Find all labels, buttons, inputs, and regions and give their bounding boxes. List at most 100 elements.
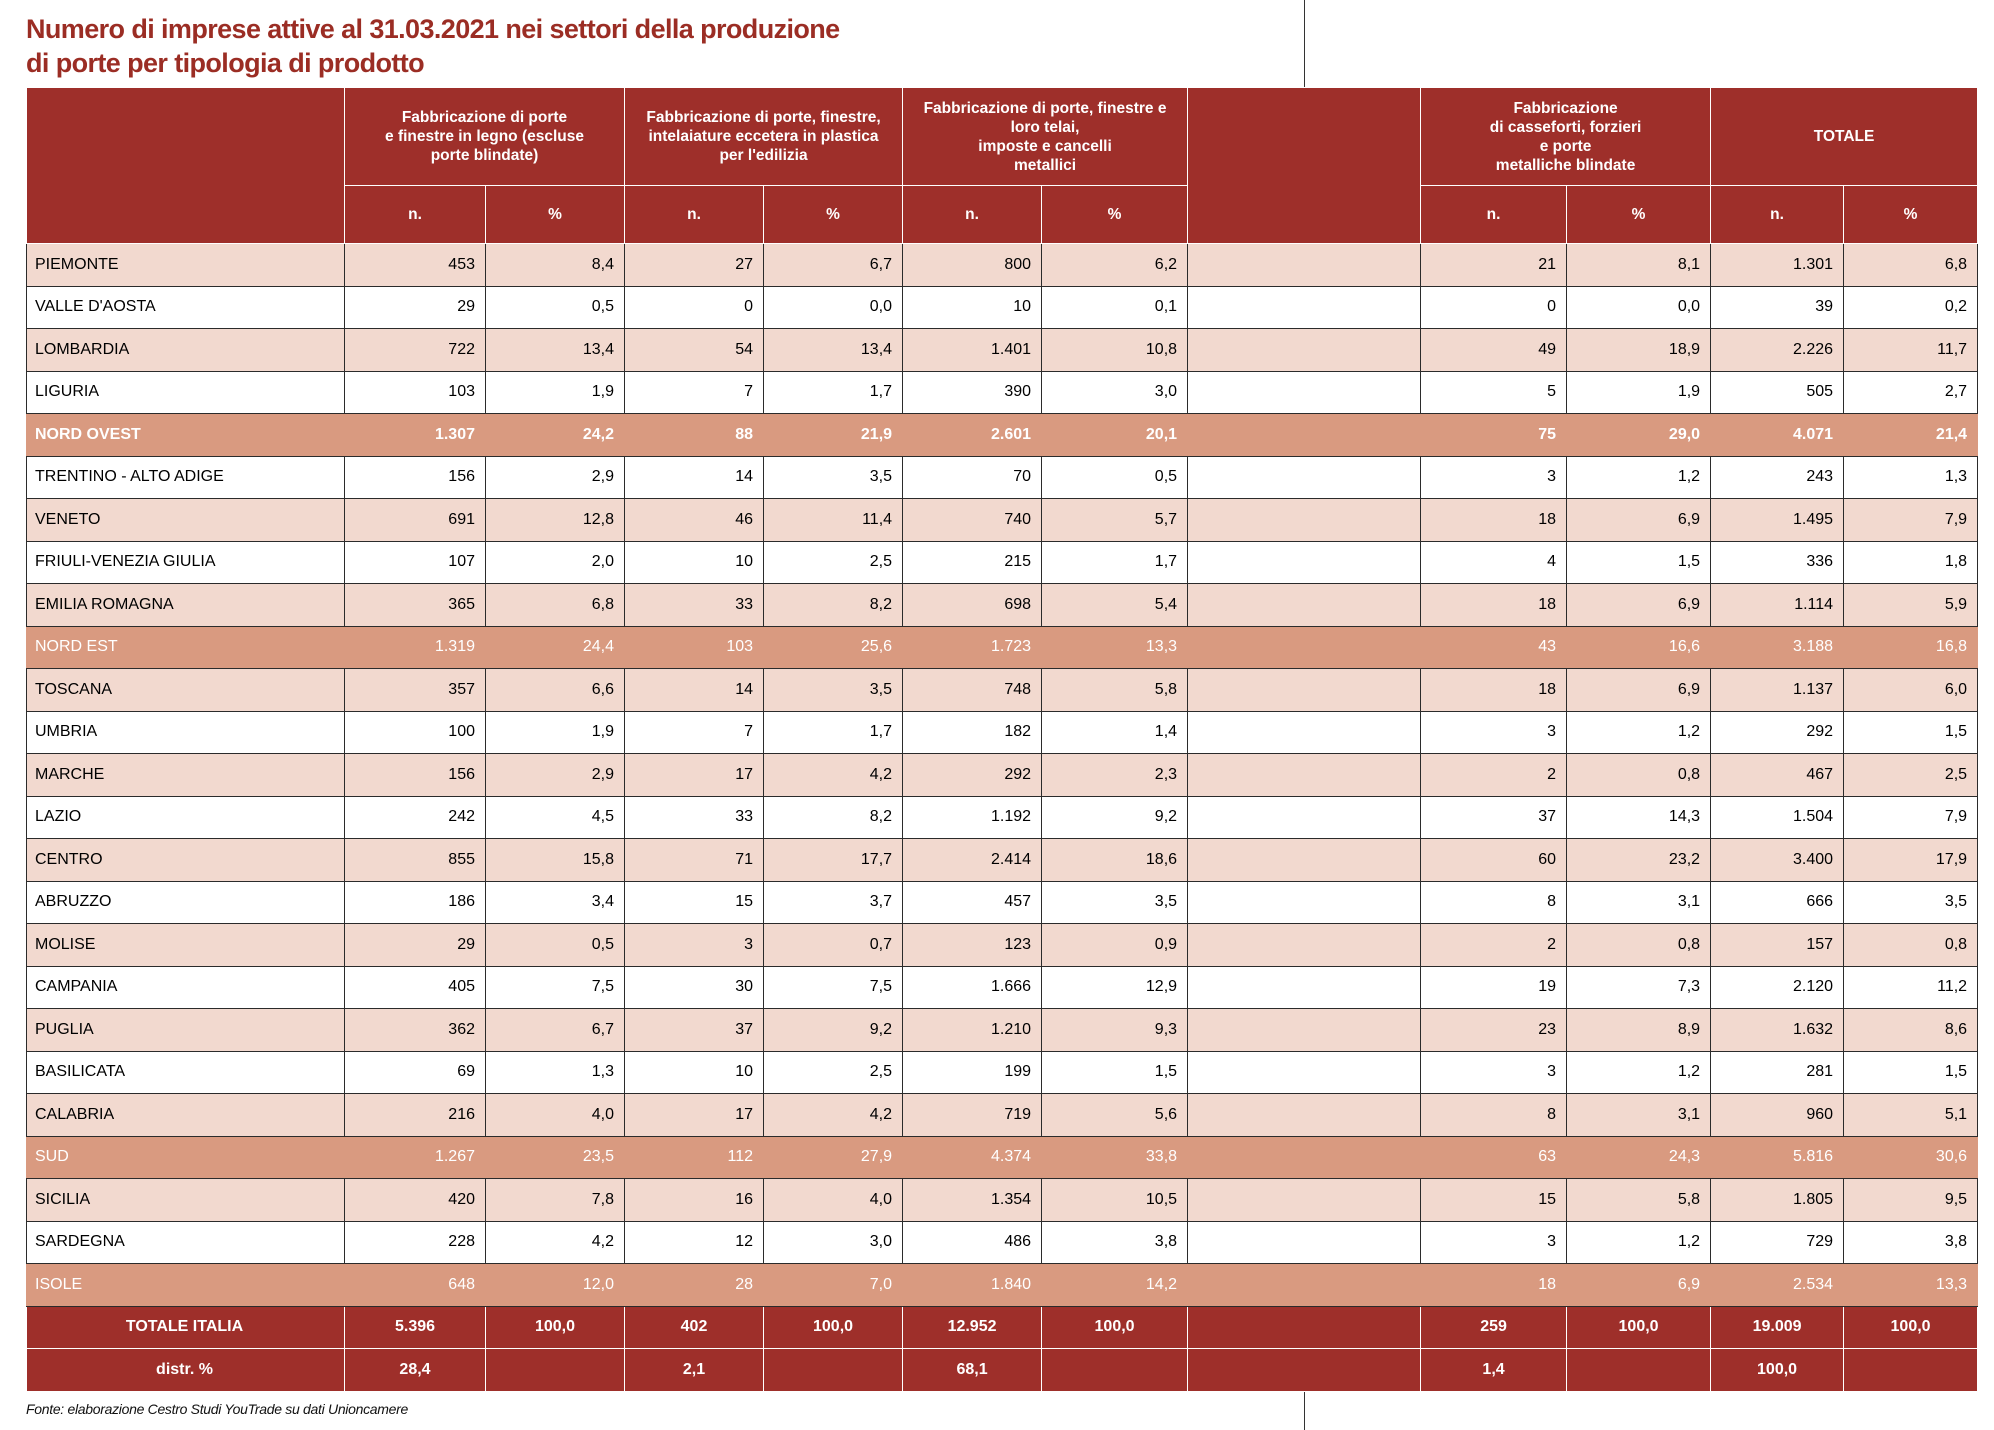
group-header: Fabbricazione di porte, finestre, intela… — [624, 87, 904, 186]
row-label: NORD OVEST — [26, 413, 345, 457]
table-cell: 1,4 — [1420, 1348, 1568, 1392]
table-cell: 13,4 — [484, 328, 626, 372]
table-cell: 3,8 — [1843, 1220, 1979, 1264]
table-cell: 336 — [1710, 540, 1845, 584]
empty-cell — [1187, 583, 1422, 627]
group-header: Fabbricazione di porte e finestre in leg… — [343, 87, 626, 186]
table-cell: 6,0 — [1843, 668, 1979, 712]
empty-cell — [1187, 795, 1422, 839]
empty-cell — [484, 1348, 626, 1392]
table-cell: 2.534 — [1710, 1263, 1845, 1307]
table-cell: 100,0 — [763, 1305, 904, 1349]
table-row: MARCHE 156 2,9 17 4,2 292 2,3 2 0,8 467 2,5 — [26, 753, 1979, 797]
table-cell: 748 — [902, 668, 1043, 712]
table-row: distr. % 28,4 2,1 68,1 1,4 100,0 — [26, 1348, 1979, 1392]
table-row: VALLE D'AOSTA 29 0,5 0 0,0 10 0,1 0 0,0 39 0,2 — [26, 285, 1979, 329]
subheader: n. — [902, 185, 1043, 244]
table-cell: 1.301 — [1710, 243, 1845, 287]
table-cell: 3,8 — [1041, 1220, 1189, 1264]
table-cell: 29 — [344, 285, 486, 329]
table-cell: 1,2 — [1566, 455, 1712, 499]
table-cell: 19.009 — [1710, 1305, 1845, 1349]
table-cell: 3 — [1420, 1050, 1568, 1094]
table-row: MOLISE 29 0,5 3 0,7 123 0,9 2 0,8 157 0,8 — [26, 923, 1979, 967]
table-cell: 2,0 — [484, 540, 626, 584]
table-cell: 18 — [1420, 1263, 1568, 1307]
row-label: BASILICATA — [26, 1050, 345, 1094]
table-cell: 666 — [1710, 880, 1845, 924]
row-label: NORD EST — [26, 625, 345, 669]
subheader: n. — [1420, 185, 1568, 244]
table-cell: 3,5 — [763, 668, 904, 712]
table-cell: 0,5 — [1041, 455, 1189, 499]
table-cell: 1.192 — [902, 795, 1043, 839]
table-cell: 3,1 — [1566, 880, 1712, 924]
table-cell: 1.666 — [902, 965, 1043, 1009]
table-cell: 1.504 — [1710, 795, 1845, 839]
table-row: UMBRIA 100 1,9 7 1,7 182 1,4 3 1,2 292 1,5 — [26, 710, 1979, 754]
table-cell: 467 — [1710, 753, 1845, 797]
table-cell: 1.210 — [902, 1008, 1043, 1052]
empty-cell — [1187, 1135, 1422, 1179]
empty-cell — [1187, 1178, 1422, 1222]
table-cell: 7 — [624, 710, 765, 754]
table-cell: 43 — [1420, 625, 1568, 669]
empty-cell — [1187, 540, 1422, 584]
row-label: CALABRIA — [26, 1093, 345, 1137]
table-cell: 1,3 — [1843, 455, 1979, 499]
table-cell: 365 — [344, 583, 486, 627]
row-label: LAZIO — [26, 795, 345, 839]
table-cell: 3,1 — [1566, 1093, 1712, 1137]
empty-cell — [1566, 1348, 1712, 1392]
table-cell: 7,9 — [1843, 795, 1979, 839]
table-row: NORD OVEST 1.307 24,2 88 21,9 2.601 20,1 75 29,0… — [26, 413, 1979, 457]
table-row: PUGLIA 362 6,7 37 9,2 1.210 9,3 23 8,9 1.632 8,6 — [26, 1008, 1979, 1052]
table-cell: 1,5 — [1843, 1050, 1979, 1094]
row-label: UMBRIA — [26, 710, 345, 754]
table-cell: 4,5 — [484, 795, 626, 839]
table-cell: 49 — [1420, 328, 1568, 372]
empty-cell — [1187, 1050, 1422, 1094]
row-label: ABRUZZO — [26, 880, 345, 924]
table-cell: 15 — [624, 880, 765, 924]
header-cell — [1187, 87, 1422, 244]
table-cell: 15 — [1420, 1178, 1568, 1222]
table-cell: 17,7 — [763, 838, 904, 882]
table-cell: 9,2 — [1041, 795, 1189, 839]
table-cell: 29,0 — [1566, 413, 1712, 457]
table-cell: 729 — [1710, 1220, 1845, 1264]
table-cell: 12,0 — [484, 1263, 626, 1307]
table-cell: 740 — [902, 498, 1043, 542]
table-cell: 14,2 — [1041, 1263, 1189, 1307]
table-cell: 1,2 — [1566, 710, 1712, 754]
table-cell: 100,0 — [1843, 1305, 1979, 1349]
table-cell: 1.805 — [1710, 1178, 1845, 1222]
table-row: PIEMONTE 453 8,4 27 6,7 800 6,2 21 8,1 1.301 6,8 — [26, 243, 1979, 287]
table-row: LAZIO 242 4,5 33 8,2 1.192 9,2 37 14,3 1.504 7,9 — [26, 795, 1979, 839]
table-cell: 33 — [624, 583, 765, 627]
row-label: CAMPANIA — [26, 965, 345, 1009]
table-cell: 17,9 — [1843, 838, 1979, 882]
table-cell: 12 — [624, 1220, 765, 1264]
table-cell: 3 — [1420, 710, 1568, 754]
table-row: TOSCANA 357 6,6 14 3,5 748 5,8 18 6,9 1.137 6,0 — [26, 668, 1979, 712]
table-cell: 7,0 — [763, 1263, 904, 1307]
table-cell: 18 — [1420, 498, 1568, 542]
table-cell: 1,4 — [1041, 710, 1189, 754]
empty-cell — [1187, 370, 1422, 414]
table-cell: 215 — [902, 540, 1043, 584]
table-cell: 3,5 — [763, 455, 904, 499]
table-cell: 71 — [624, 838, 765, 882]
table-cell: 10,8 — [1041, 328, 1189, 372]
empty-cell — [1187, 498, 1422, 542]
table-cell: 292 — [1710, 710, 1845, 754]
table-cell: 21 — [1420, 243, 1568, 287]
table-cell: 30 — [624, 965, 765, 1009]
table-cell: 100 — [344, 710, 486, 754]
empty-cell — [1187, 328, 1422, 372]
table-cell: 24,2 — [484, 413, 626, 457]
table-cell: 6,9 — [1566, 583, 1712, 627]
empty-cell — [1187, 285, 1422, 329]
empty-cell — [1187, 923, 1422, 967]
